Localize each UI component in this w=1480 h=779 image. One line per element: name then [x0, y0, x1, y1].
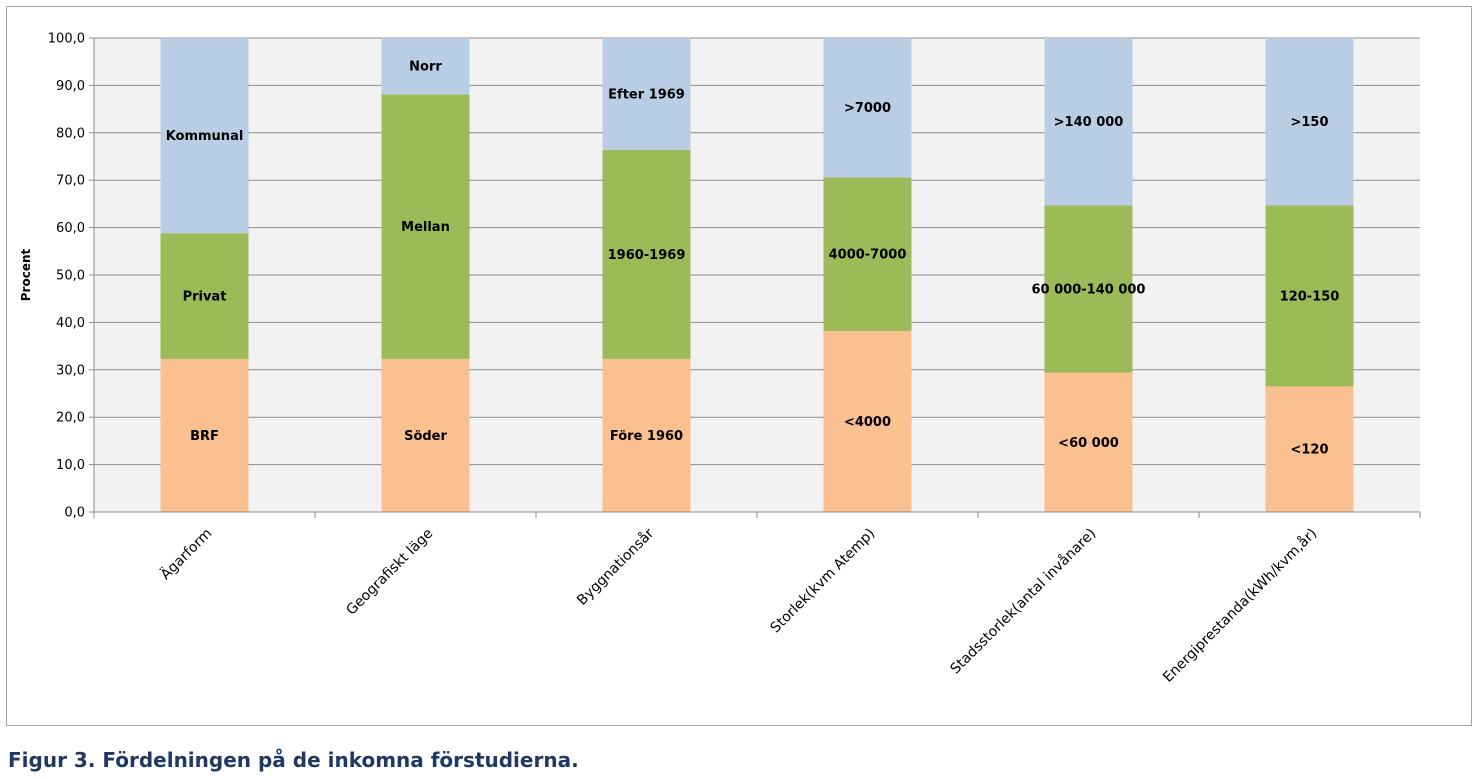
- figure-caption: Figur 3. Fördelningen på de inkomna förs…: [8, 748, 579, 772]
- bar-segment: [602, 38, 691, 150]
- segment-label: <60 000: [1058, 436, 1119, 451]
- x-category-label: Stadsstorlek(antal invånare): [947, 525, 1100, 678]
- bar-segment: [381, 38, 470, 95]
- segment-label: Före 1960: [610, 429, 683, 444]
- bar-segment: [823, 38, 912, 178]
- segment-label: Norr: [409, 60, 442, 75]
- bar-segment: [1265, 386, 1354, 512]
- x-category-label: Ägarform: [156, 524, 215, 583]
- bar-segment: [160, 358, 249, 512]
- segment-label: 4000-7000: [829, 248, 907, 263]
- x-category-label: Byggnationsår: [573, 525, 657, 609]
- segment-label: <4000: [844, 415, 891, 430]
- bar-segment: [1265, 205, 1354, 387]
- y-tick-label: 20,0: [56, 411, 85, 426]
- y-tick-label: 80,0: [56, 126, 85, 141]
- segment-label: >140 000: [1054, 115, 1124, 130]
- segment-label: >150: [1290, 115, 1328, 130]
- y-tick-label: 10,0: [56, 458, 85, 473]
- bar-segment: [602, 149, 691, 359]
- bar-segment: [1044, 205, 1133, 373]
- bar-segment: [381, 358, 470, 512]
- segment-label: Privat: [183, 290, 227, 305]
- bar-segment: [160, 38, 249, 234]
- segment-label: Söder: [404, 429, 447, 444]
- y-axis-title: Procent: [19, 248, 33, 301]
- segment-label: 120-150: [1280, 289, 1340, 304]
- y-tick-label: 50,0: [56, 269, 85, 284]
- y-tick-label: 30,0: [56, 363, 85, 378]
- stacked-bar-chart: 0,0 10,0 20,0 30,0 40,0 50,0 60,0 70,0 80,0 90,0 1…: [19, 32, 1421, 686]
- bar-segment: [381, 94, 470, 359]
- segment-label: BRF: [190, 429, 219, 444]
- y-tick-label: 70,0: [56, 174, 85, 189]
- segment-label: 1960-1969: [608, 248, 686, 263]
- segment-label: Mellan: [401, 220, 450, 235]
- segment-label: 60 000-140 000: [1032, 282, 1146, 297]
- y-tick-label: 60,0: [56, 221, 85, 236]
- x-category-label: Geografiskt läge: [343, 526, 436, 619]
- bar-segment: [602, 358, 691, 512]
- bar-segment: [1044, 38, 1133, 206]
- y-tick-label: 100,0: [48, 32, 85, 47]
- segment-label: <120: [1290, 443, 1328, 458]
- y-tick-label: 0,0: [64, 506, 85, 521]
- x-category-label: Energiprestanda(kWh/kvm,år): [1159, 525, 1320, 686]
- y-tick-label: 40,0: [56, 316, 85, 331]
- x-category-label: Storlek(kvm Atemp): [768, 526, 879, 637]
- bar-segment: [823, 330, 912, 512]
- y-tick-label: 90,0: [56, 79, 85, 94]
- segment-label: >7000: [844, 101, 891, 116]
- bar-segment: [823, 177, 912, 331]
- segment-label: Kommunal: [166, 129, 244, 144]
- bar-segment: [1265, 38, 1354, 206]
- bar-segment: [1044, 372, 1133, 512]
- bar-segment: [160, 233, 249, 359]
- segment-label: Efter 1969: [608, 87, 685, 102]
